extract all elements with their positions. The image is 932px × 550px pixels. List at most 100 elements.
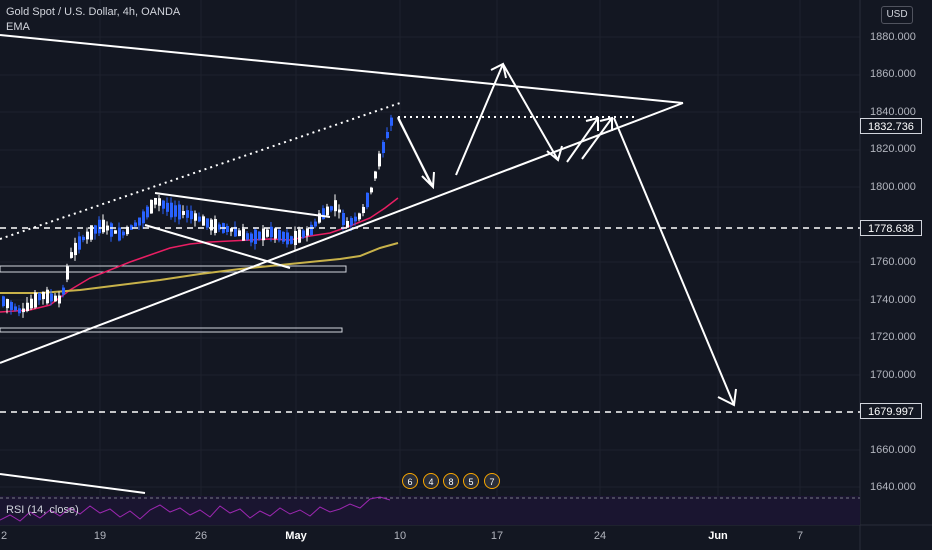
candle-body — [302, 230, 305, 238]
candle-body — [154, 198, 157, 205]
candle-body — [374, 171, 377, 179]
rsi-pane — [0, 496, 860, 525]
price-axis-label: 1640.000 — [870, 481, 916, 493]
price-axis-label: 1800.000 — [870, 181, 916, 193]
price-axis-label: 1860.000 — [870, 68, 916, 80]
price-axis-label: 1760.000 — [870, 256, 916, 268]
candle-body — [190, 210, 193, 220]
candle-body — [322, 208, 325, 220]
candle-body — [262, 228, 265, 241]
candle-body — [346, 220, 349, 228]
event-badge[interactable]: 7 — [484, 473, 500, 489]
time-axis-label: 17 — [490, 530, 504, 542]
ema-slow-line — [0, 242, 399, 294]
candle-body — [66, 266, 69, 280]
currency-button[interactable]: USD — [881, 6, 913, 24]
candle-body — [210, 219, 213, 231]
candle-body — [110, 223, 113, 237]
candle-body — [146, 206, 149, 218]
candle-body — [386, 131, 389, 139]
candle-body — [226, 225, 229, 233]
candle-body — [250, 233, 253, 243]
candle-body — [362, 206, 365, 214]
price-axis-label: 1720.000 — [870, 331, 916, 343]
event-badge[interactable]: 5 — [463, 473, 479, 489]
candle-body — [254, 229, 257, 244]
candle-body — [186, 210, 189, 218]
candle-body — [158, 198, 161, 206]
event-badge[interactable]: 4 — [423, 473, 439, 489]
candle-body — [238, 230, 241, 237]
candle-body — [62, 287, 65, 295]
candle-body — [274, 228, 277, 239]
candle-body — [294, 230, 297, 246]
candle-body — [38, 293, 41, 301]
candle-body — [242, 228, 245, 241]
time-axis-label: 7 — [796, 530, 804, 542]
candle-body — [122, 231, 125, 236]
candle-body — [26, 302, 29, 312]
candle-body — [230, 228, 233, 232]
candle-body — [22, 308, 25, 313]
time-axis-label: Jun — [708, 530, 728, 542]
price-axis-label: 1840.000 — [870, 106, 916, 118]
candle-body — [338, 209, 341, 213]
candle-body — [138, 217, 141, 226]
price-axis-label: 1660.000 — [870, 444, 916, 456]
support-zone-upper — [0, 265, 347, 273]
price-axis-label: 1820.000 — [870, 143, 916, 155]
dotted-channel-line — [0, 102, 401, 240]
candle-body — [214, 219, 217, 233]
candle-body — [78, 236, 81, 250]
candle-body — [178, 204, 181, 220]
candle-body — [82, 236, 85, 241]
candle-body — [354, 216, 357, 222]
candle-body — [18, 308, 21, 314]
event-badge[interactable]: 8 — [443, 473, 459, 489]
candle-body — [270, 226, 273, 238]
candle-body — [334, 200, 337, 212]
time-axis-label: May — [285, 530, 307, 542]
candle-body — [46, 289, 49, 304]
candle-body — [246, 233, 249, 240]
time-axis-label: 24 — [593, 530, 607, 542]
candle-body — [282, 231, 285, 242]
candle-body — [162, 200, 165, 209]
candle-body — [2, 296, 5, 307]
lower-triangle-line — [0, 102, 684, 364]
time-axis-label: 19 — [93, 530, 107, 542]
candle-body — [150, 199, 153, 214]
indicator-label[interactable]: EMA — [6, 21, 30, 33]
price-axis-label: 1700.000 — [870, 369, 916, 381]
candle-body — [390, 117, 393, 126]
price-axis-label: 1880.000 — [870, 31, 916, 43]
event-badge[interactable]: 6 — [402, 473, 418, 489]
candle-body — [10, 302, 13, 310]
rsi-line — [0, 496, 391, 522]
candle-body — [54, 295, 57, 302]
price-tag-current[interactable]: 1832.736 — [860, 118, 922, 134]
candle-body — [266, 229, 269, 237]
candle-body — [126, 226, 129, 235]
candle-body — [142, 211, 145, 224]
trend-drawings — [0, 34, 860, 494]
candle-body — [118, 227, 121, 241]
candle-body — [166, 202, 169, 212]
candle-body — [94, 225, 97, 234]
candle-body — [194, 213, 197, 221]
price-tag-line[interactable]: 1778.638 — [860, 220, 922, 236]
candle-body — [378, 153, 381, 167]
candle-body — [342, 212, 345, 226]
candle-body — [202, 216, 205, 226]
candle-body — [182, 211, 185, 215]
candle-body — [326, 206, 329, 216]
candle-body — [14, 306, 17, 311]
symbol-title: Gold Spot / U.S. Dollar, 4h, OANDA — [6, 6, 181, 18]
candle-body — [286, 232, 289, 245]
candle-body — [258, 231, 261, 240]
candle-body — [174, 205, 177, 217]
price-tag-line[interactable]: 1679.997 — [860, 403, 922, 419]
candle-body — [350, 217, 353, 226]
candle-body — [70, 252, 73, 258]
